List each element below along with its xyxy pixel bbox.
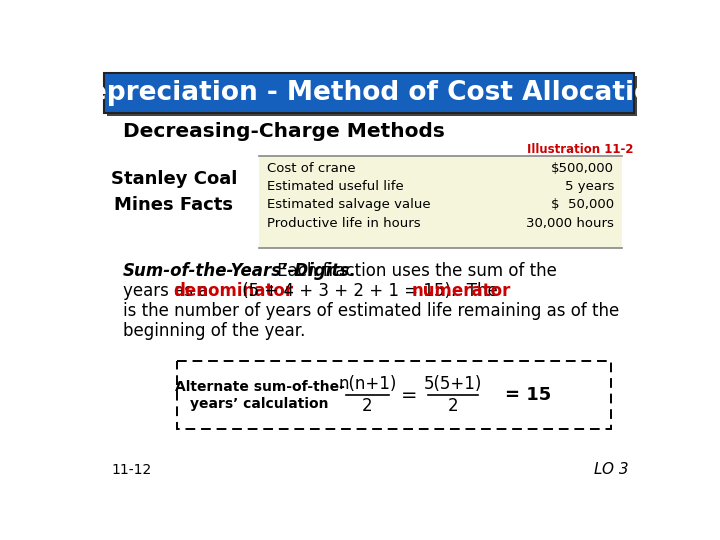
- Text: $500,000: $500,000: [551, 162, 614, 176]
- Text: $  50,000: $ 50,000: [551, 198, 614, 211]
- Text: Stanley Coal
Mines Facts: Stanley Coal Mines Facts: [110, 170, 237, 214]
- FancyBboxPatch shape: [177, 361, 611, 429]
- Text: years’ calculation: years’ calculation: [191, 397, 329, 411]
- Text: Each fraction uses the sum of the: Each fraction uses the sum of the: [272, 262, 557, 280]
- Text: denominator: denominator: [174, 282, 294, 300]
- Text: 11-12: 11-12: [112, 463, 152, 477]
- Text: Cost of crane: Cost of crane: [266, 162, 356, 176]
- Text: Estimated salvage value: Estimated salvage value: [266, 198, 431, 211]
- Text: years as a: years as a: [122, 282, 213, 300]
- Text: n(n+1): n(n+1): [338, 375, 397, 393]
- Text: (5 + 4 + 3 + 2 + 1 = 15).  The: (5 + 4 + 3 + 2 + 1 = 15). The: [238, 282, 503, 300]
- Text: = 15: = 15: [505, 386, 551, 404]
- Text: 30,000 hours: 30,000 hours: [526, 217, 614, 230]
- Text: numerator: numerator: [412, 282, 511, 300]
- Text: LO 3: LO 3: [594, 462, 629, 477]
- Text: =: =: [401, 386, 418, 404]
- Text: Sum-of-the-Years’-Digits.: Sum-of-the-Years’-Digits.: [122, 262, 356, 280]
- Text: Estimated useful life: Estimated useful life: [266, 180, 403, 193]
- Text: 2: 2: [447, 397, 458, 415]
- Text: 5 years: 5 years: [564, 180, 614, 193]
- Text: Decreasing-Charge Methods: Decreasing-Charge Methods: [122, 122, 444, 140]
- FancyBboxPatch shape: [104, 72, 634, 112]
- Text: Alternate sum-of-the-: Alternate sum-of-the-: [175, 380, 345, 394]
- Text: 2: 2: [362, 397, 373, 415]
- Text: is the number of years of estimated life remaining as of the: is the number of years of estimated life…: [122, 302, 618, 320]
- Text: 5(5+1): 5(5+1): [423, 375, 482, 393]
- Text: beginning of the year.: beginning of the year.: [122, 322, 305, 340]
- Text: Depreciation - Method of Cost Allocation: Depreciation - Method of Cost Allocation: [67, 79, 671, 105]
- FancyBboxPatch shape: [259, 156, 621, 248]
- Text: Illustration 11-2: Illustration 11-2: [526, 143, 633, 156]
- FancyBboxPatch shape: [107, 76, 637, 116]
- Text: Productive life in hours: Productive life in hours: [266, 217, 420, 230]
